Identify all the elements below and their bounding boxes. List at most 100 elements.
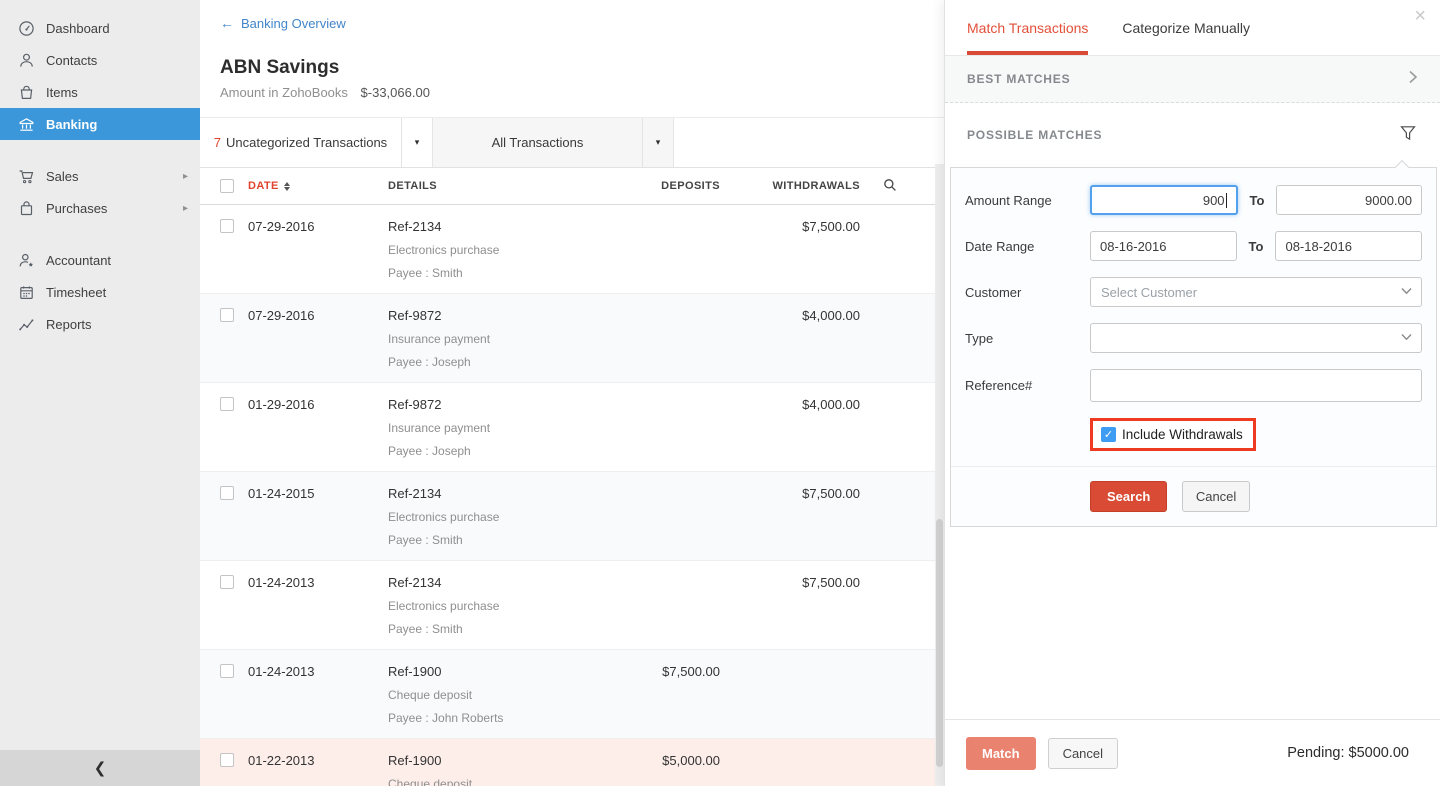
sidebar-item-dashboard[interactable]: Dashboard [0,12,200,44]
best-matches-section[interactable]: BEST MATCHES [945,56,1440,103]
tab-match-transactions[interactable]: Match Transactions [967,0,1089,55]
filter-cancel-button[interactable]: Cancel [1181,481,1251,512]
uncategorized-tab-dropdown-caret[interactable]: ▾ [401,118,432,167]
sidebar-item-banking[interactable]: Banking [0,108,200,140]
text-cursor [1225,192,1227,208]
row-date: 01-24-2013 [248,575,315,590]
sidebar-item-sales[interactable]: Sales ▸ [0,160,200,192]
chevron-left-icon: ❮ [93,760,107,777]
transaction-row[interactable]: 07-29-2016 Ref-2134 Electronics purchase Pa… [200,205,944,294]
sidebar-item-label: Timesheet [46,284,107,300]
sidebar-item-timesheet[interactable]: Timesheet [0,276,200,308]
customer-label: Customer [965,284,1022,300]
tab-categorize-manually[interactable]: Categorize Manually [1122,19,1251,36]
amount-from-input[interactable]: 900 [1090,185,1238,215]
account-amount-line: Amount in ZohoBooks $-33,066.00 [220,85,944,100]
select-all-checkbox[interactable] [220,179,234,193]
sidebar-item-label: Purchases [46,200,108,216]
sidebar-item-label: Sales [46,168,79,184]
row-description: Electronics purchase [388,510,500,524]
row-reference: Ref-2134 [388,486,442,501]
row-reference: Ref-1900 [388,753,442,768]
date-from-input[interactable]: 08-16-2016 [1090,231,1237,261]
amount-to-label: To [1249,192,1265,208]
sidebar: Dashboard Contacts Items Banking Sales ▸ Purch… [0,0,200,786]
sidebar-item-accountant[interactable]: Accountant [0,244,200,276]
type-select[interactable] [1090,323,1422,353]
column-header-date[interactable]: DATE [248,180,388,192]
pending-amount: Pending: $5000.00 [1287,745,1409,761]
date-to-input[interactable]: 08-18-2016 [1275,231,1423,261]
close-icon[interactable]: × [1414,5,1426,27]
customer-select-placeholder: Select Customer [1101,284,1198,300]
back-link-label: Banking Overview [241,15,346,31]
match-button[interactable]: Match [966,736,1036,770]
row-checkbox[interactable] [220,308,234,322]
best-matches-label: BEST MATCHES [967,72,1071,86]
row-payee: Payee : Smith [388,622,463,636]
sidebar-item-contacts[interactable]: Contacts [0,44,200,76]
reference-input[interactable] [1090,369,1422,402]
include-withdrawals-row: ✓ Include Withdrawals [1090,418,1422,451]
sidebar-item-reports[interactable]: Reports [0,308,200,340]
uncategorized-count-badge: 7 [213,135,222,150]
purchases-icon [18,200,35,217]
sidebar-group-gap [0,224,200,244]
main-content: ← Banking Overview ABN Savings Amount in… [200,0,944,786]
row-withdrawal: $7,500.00 [802,486,860,501]
date-range-row: Date Range 08-16-2016 To 08-18-2016 [965,231,1423,261]
transaction-row[interactable]: 01-24-2013 Ref-2134 Electronics purchase Pa… [200,561,944,650]
include-withdrawals-checkbox[interactable]: ✓ [1101,427,1116,442]
row-payee: Payee : Joseph [388,444,471,458]
sidebar-item-items[interactable]: Items [0,76,200,108]
row-withdrawal: $7,500.00 [802,575,860,590]
row-checkbox[interactable] [220,753,234,767]
contacts-icon [18,52,35,69]
search-button[interactable]: Search [1090,481,1168,512]
row-date: 01-22-2013 [248,753,315,768]
transaction-row[interactable]: 01-29-2016 Ref-9872 Insurance payment Payee… [200,383,944,472]
search-icon[interactable] [883,178,897,195]
scrollbar-thumb[interactable] [936,518,943,768]
row-reference: Ref-1900 [388,664,442,679]
date-range-label: Date Range [965,238,1035,254]
match-transactions-panel: Match Transactions Categorize Manually ×… [944,0,1440,786]
back-to-banking-overview-link[interactable]: ← Banking Overview [220,15,346,31]
type-row: Type [965,323,1422,353]
panel-tabs: Match Transactions Categorize Manually × [945,0,1440,56]
row-withdrawal: $7,500.00 [802,219,860,234]
sidebar-collapse-button[interactable]: ❮ [0,750,200,786]
row-checkbox[interactable] [220,664,234,678]
sales-icon [18,168,35,185]
row-description: Electronics purchase [388,243,500,257]
transaction-row[interactable]: 01-24-2013 Ref-1900 Cheque deposit Payee : … [200,650,944,739]
row-deposit [588,308,720,369]
reference-label: Reference# [965,378,1033,393]
tab-all-transactions[interactable]: All Transactions ▾ [433,118,674,167]
row-withdrawal: $4,000.00 [802,397,860,412]
customer-select[interactable]: Select Customer [1090,277,1422,307]
transaction-row[interactable]: 01-24-2015 Ref-2134 Electronics purchase Pa… [200,472,944,561]
items-icon [18,84,35,101]
sidebar-item-label: Contacts [46,52,98,68]
type-label: Type [965,330,994,346]
back-arrow-icon: ← [220,15,234,31]
row-checkbox[interactable] [220,486,234,500]
sidebar-item-purchases[interactable]: Purchases ▸ [0,192,200,224]
amount-range-label: Amount Range [965,192,1052,208]
filter-funnel-icon[interactable] [1400,125,1416,146]
row-date: 01-24-2013 [248,664,315,679]
transaction-row[interactable]: 07-29-2016 Ref-9872 Insurance payment Payee… [200,294,944,383]
include-withdrawals-label: Include Withdrawals [1122,427,1243,442]
row-checkbox[interactable] [220,219,234,233]
row-checkbox[interactable] [220,397,234,411]
tab-uncategorized-transactions[interactable]: 7 Uncategorized Transactions ▾ [200,118,433,167]
row-date: 01-24-2015 [248,486,315,501]
all-transactions-tab-label: All Transactions [491,135,584,150]
footer-cancel-button[interactable]: Cancel [1047,737,1119,769]
main-scrollbar[interactable] [935,164,944,786]
all-transactions-dropdown-caret[interactable]: ▾ [642,118,673,167]
row-checkbox[interactable] [220,575,234,589]
amount-to-input[interactable]: 9000.00 [1276,185,1423,215]
